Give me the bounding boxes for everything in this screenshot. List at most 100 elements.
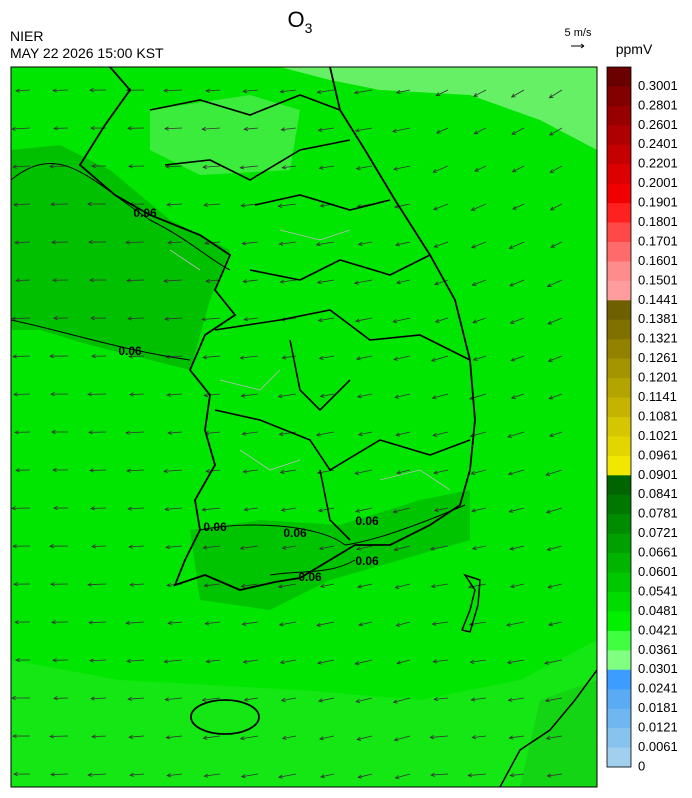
wind-arrow — [281, 507, 297, 511]
wind-arrow — [130, 583, 145, 586]
wind-arrow — [468, 583, 487, 588]
wind-arrow-head — [505, 622, 511, 627]
wind-arrow — [549, 165, 563, 173]
wind-arrow-head — [507, 697, 513, 702]
wind-arrow — [356, 545, 373, 550]
wind-arrow — [317, 279, 335, 284]
wind-arrow-head — [471, 281, 477, 286]
wind-arrow — [280, 659, 297, 664]
wind-arrow-head — [163, 278, 168, 283]
wind-arrow-head — [394, 584, 400, 589]
wind-arrow-head — [243, 317, 249, 322]
wind-arrow — [243, 659, 259, 663]
wind-arrow-head — [430, 584, 436, 589]
contour-label: 0.06 — [203, 520, 227, 534]
wind-arrow-head — [90, 696, 95, 701]
wind-arrow — [12, 127, 31, 130]
wind-arrow — [316, 431, 335, 436]
wind-arrow-head — [13, 392, 18, 397]
wind-arrow-head — [395, 432, 401, 437]
wind-arrow-head — [91, 734, 96, 739]
wind-arrow — [434, 241, 449, 248]
wind-arrow — [13, 355, 31, 357]
wind-arrow-head — [279, 89, 285, 94]
colorbar-segment — [607, 630, 631, 651]
wind-arrow-head — [511, 130, 517, 135]
wind-arrow-head — [318, 355, 324, 360]
wind-arrow-head — [280, 127, 286, 132]
wind-arrow — [395, 241, 411, 246]
wind-arrow — [550, 203, 563, 211]
colorbar-label: 0.0781 — [638, 506, 678, 521]
wind-arrow — [510, 317, 525, 324]
wind-arrow-head — [549, 206, 555, 211]
wind-arrow-head — [243, 126, 249, 132]
wind-arrow — [241, 773, 259, 778]
wind-arrow — [129, 735, 145, 738]
tsushima-island — [460, 573, 481, 633]
wind-arrow — [88, 583, 107, 586]
colorbar-segment — [607, 747, 631, 768]
wind-arrow-head — [15, 88, 20, 93]
wind-arrow-head — [354, 318, 360, 323]
wind-arrow-head — [281, 165, 287, 170]
wind-arrow-head — [394, 242, 400, 247]
source: NIER — [10, 28, 43, 44]
colorbar-label: 0.0901 — [638, 467, 678, 482]
wind-arrow — [358, 621, 373, 626]
wind-arrow — [127, 659, 145, 662]
colorbar-label: 0.3001 — [638, 78, 678, 93]
colorbar-label: 0.2801 — [638, 97, 678, 112]
wind-arrow — [53, 89, 69, 91]
wind-arrow — [546, 507, 563, 513]
wind-arrow — [280, 279, 297, 283]
colorbar-segment — [607, 378, 631, 399]
wind-arrow — [316, 621, 335, 626]
wind-arrow-head — [355, 166, 361, 171]
wind-arrow — [243, 469, 259, 473]
wind-arrow-head — [89, 658, 94, 663]
colorbar: 0.3001 0.2801 0.2601 0.2401 0.2201 0.2001 0.19… — [607, 67, 678, 773]
wind-arrow-head — [11, 695, 16, 701]
colorbar-segment — [607, 183, 631, 204]
wind-arrow-head — [52, 467, 57, 473]
wind-arrow — [12, 317, 31, 320]
colorbar-label: 0.1501 — [638, 272, 678, 287]
wind-arrow-head — [125, 430, 130, 435]
wind-arrow — [127, 469, 145, 472]
wind-arrow-head — [89, 278, 94, 283]
wind-arrow-head — [51, 620, 56, 625]
wind-arrow — [127, 279, 145, 281]
low-ozone-area — [280, 67, 597, 150]
wind-arrow — [130, 393, 145, 396]
wind-arrow — [165, 507, 183, 510]
wind-arrow-head — [241, 241, 247, 246]
wind-arrow — [471, 241, 487, 249]
wind-arrow — [474, 127, 487, 135]
wind-arrow-head — [164, 507, 170, 512]
wind-arrow — [356, 165, 373, 170]
wind-arrow — [244, 317, 259, 320]
wind-arrow-head — [50, 391, 55, 397]
wind-arrow — [472, 279, 487, 286]
wind-arrow-head — [88, 620, 93, 625]
wind-arrow-head — [430, 357, 436, 362]
colorbar-segment — [607, 203, 631, 224]
wind-arrow — [509, 507, 525, 513]
colorbar-label: 0.0181 — [638, 700, 678, 715]
wind-arrow — [318, 697, 335, 702]
wind-arrow-head — [547, 584, 553, 589]
colorbar-segment — [607, 650, 631, 671]
high-ozone-area — [11, 145, 230, 370]
colorbar-label: 0.0061 — [638, 739, 678, 754]
wind-arrow-head — [14, 430, 19, 435]
wind-arrow-head — [319, 774, 325, 779]
wind-arrow — [282, 735, 297, 739]
wind-arrow — [240, 165, 259, 169]
wind-arrow-head — [12, 164, 17, 169]
wind-arrow-head — [395, 89, 401, 95]
wind-arrow — [355, 127, 373, 132]
wind-arrow-head — [91, 163, 96, 169]
wind-arrow-head — [49, 354, 54, 359]
